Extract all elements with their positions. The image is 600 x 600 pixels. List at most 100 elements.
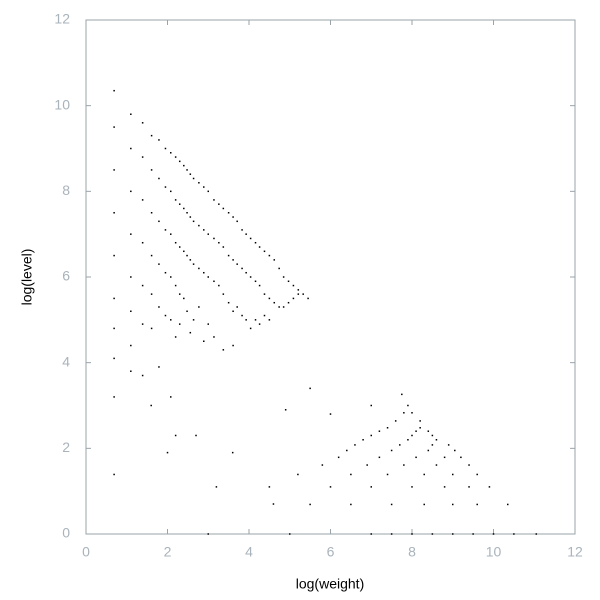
- point: [535, 533, 538, 535]
- point: [113, 327, 115, 330]
- point: [192, 263, 195, 265]
- point: [249, 276, 252, 278]
- point: [307, 297, 309, 300]
- point: [189, 259, 192, 261]
- point: [174, 284, 177, 287]
- point: [435, 439, 438, 441]
- point: [113, 396, 115, 398]
- point: [419, 427, 421, 429]
- point: [183, 207, 185, 210]
- point: [258, 323, 261, 325]
- point: [297, 473, 299, 476]
- point: [354, 444, 356, 446]
- x-tick-label: 6: [327, 544, 335, 560]
- point: [141, 323, 144, 325]
- point: [390, 503, 393, 506]
- point: [170, 152, 172, 154]
- point: [130, 233, 132, 235]
- point: [431, 434, 434, 437]
- y-tick-label: 4: [62, 353, 70, 369]
- point: [272, 503, 275, 505]
- point: [227, 301, 230, 304]
- point: [195, 434, 197, 437]
- point: [203, 186, 205, 188]
- point: [207, 323, 209, 325]
- point: [203, 340, 205, 342]
- point: [507, 503, 509, 506]
- point: [273, 259, 276, 261]
- point: [415, 456, 417, 459]
- point: [130, 310, 132, 313]
- point: [488, 486, 491, 488]
- point: [350, 473, 352, 476]
- point: [113, 169, 115, 171]
- point: [287, 301, 290, 304]
- point: [170, 276, 172, 278]
- y-axis-label: log(level): [19, 249, 35, 306]
- point: [232, 344, 234, 347]
- point: [411, 486, 413, 488]
- point: [203, 271, 205, 274]
- point: [178, 203, 181, 205]
- point: [346, 449, 348, 452]
- point: [192, 177, 195, 180]
- point: [222, 246, 225, 248]
- point: [113, 473, 115, 476]
- point: [170, 319, 172, 321]
- point: [227, 254, 230, 257]
- point: [309, 387, 311, 390]
- point: [452, 533, 454, 535]
- point: [394, 420, 397, 422]
- point: [231, 451, 234, 454]
- point: [232, 216, 234, 218]
- point: [174, 199, 177, 201]
- point: [245, 271, 247, 274]
- point: [222, 349, 225, 351]
- point: [431, 444, 434, 446]
- point: [468, 464, 470, 466]
- point: [236, 220, 238, 223]
- point: [337, 456, 340, 459]
- point: [423, 473, 425, 476]
- point: [164, 271, 167, 274]
- point: [407, 439, 409, 441]
- x-tick-label: 0: [82, 544, 90, 560]
- point: [278, 267, 280, 270]
- point: [378, 430, 381, 432]
- point: [245, 319, 247, 321]
- point: [282, 276, 285, 278]
- y-tick-label: 10: [54, 96, 70, 112]
- x-tick-label: 4: [245, 544, 253, 560]
- point: [189, 331, 192, 334]
- point: [472, 533, 474, 535]
- point: [218, 284, 220, 287]
- point: [186, 254, 188, 257]
- point: [130, 344, 132, 347]
- point: [113, 212, 115, 214]
- point: [435, 464, 438, 466]
- point: [158, 220, 160, 223]
- point: [158, 263, 160, 265]
- point: [150, 404, 152, 407]
- point: [268, 319, 271, 321]
- point: [427, 430, 430, 432]
- point: [158, 139, 160, 141]
- point: [254, 280, 257, 283]
- point: [411, 434, 413, 437]
- point: [329, 413, 332, 415]
- point: [207, 533, 209, 535]
- point: [411, 412, 413, 414]
- point: [292, 284, 295, 287]
- point: [113, 126, 115, 128]
- point: [178, 246, 181, 248]
- point: [141, 156, 144, 158]
- point: [263, 314, 266, 317]
- point: [241, 267, 243, 270]
- point: [207, 190, 209, 193]
- point: [113, 89, 115, 92]
- point: [130, 113, 132, 115]
- point: [249, 237, 252, 240]
- point: [423, 503, 425, 506]
- point: [215, 486, 218, 488]
- point: [407, 404, 409, 407]
